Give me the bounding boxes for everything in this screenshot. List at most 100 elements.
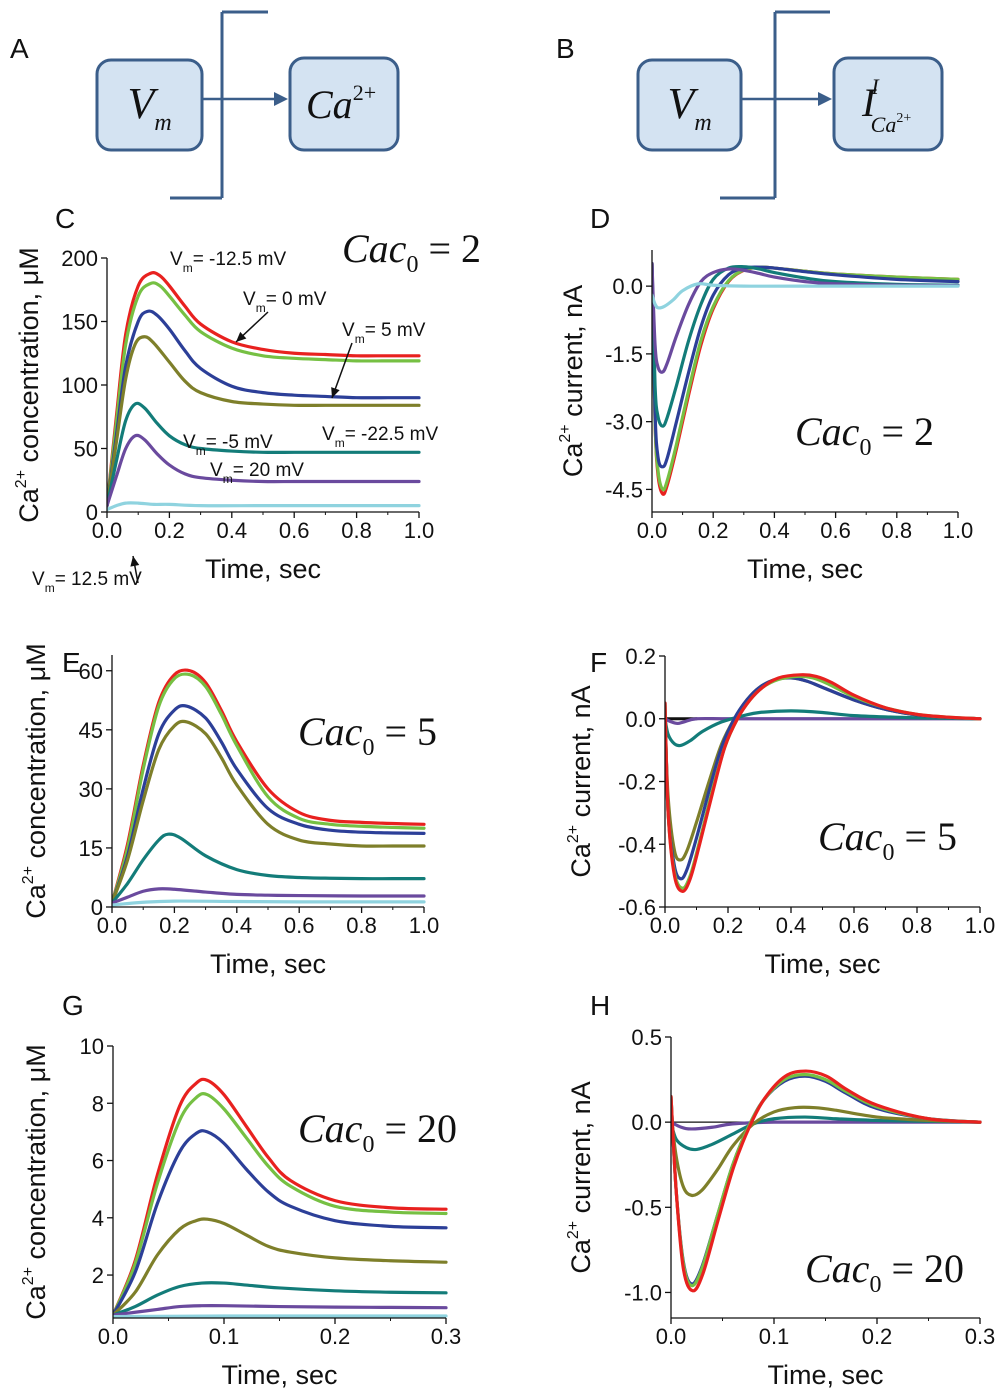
series-line-red [107, 271, 421, 508]
series-line-red [665, 673, 982, 893]
x-tick-label: 0.6 [820, 518, 851, 543]
annotation-arrow-head-icon [236, 331, 247, 342]
y-tick-label: 10 [80, 1034, 104, 1059]
arrow-head-icon [818, 92, 832, 106]
y-tick-label: 8 [92, 1091, 104, 1116]
x-tick-label: 0.0 [637, 518, 668, 543]
vm-annotation: Vm= -22.5 mV [322, 424, 438, 450]
series-line-purple [107, 433, 421, 508]
chart-d: D 0.0 0.2 0.4 0.6 0.8 1.0 0.0 -1.5 -3.0 -4.5 Time, … [557, 203, 973, 584]
panel-label-c: C [55, 203, 75, 234]
y-tick-label: -0.2 [618, 770, 656, 795]
series-line-cyan [112, 899, 426, 907]
x-tick-label: 0.2 [862, 1324, 893, 1349]
y-tick-label: -1.5 [605, 342, 643, 367]
chart-c: C 0.0 0.2 0.4 0.6 0.8 1.0 0 50 100 150 200 Time, sec… [13, 203, 481, 595]
y-tick-label: 0.5 [631, 1025, 662, 1050]
x-tick-label: 1.0 [404, 518, 435, 543]
annotation-arrow-head-icon [331, 387, 340, 398]
vm-annotation: Vm= 12.5 mV [32, 569, 142, 595]
x-tick-label: 0.6 [284, 913, 315, 938]
series-line-green [652, 261, 960, 492]
x-tick-label: 0.2 [713, 913, 744, 938]
y-tick-label: 15 [79, 836, 103, 861]
series-line-purple [671, 1120, 982, 1131]
x-tick-label: 0.4 [776, 913, 807, 938]
x-tick-label: 0.0 [97, 913, 128, 938]
series-line-green [112, 672, 426, 905]
output-label: II Ca2+ [861, 74, 911, 137]
series-line-blue [113, 1129, 448, 1317]
panel-label-h: H [590, 990, 610, 1021]
x-tick-label: 0.3 [431, 1324, 462, 1349]
cac-label: Cac0 = 2 [342, 226, 481, 278]
panel-label-f: F [590, 647, 607, 678]
output-box [832, 56, 944, 152]
y-tick-label: -0.5 [624, 1195, 662, 1220]
series-line-teal [113, 1281, 448, 1317]
series-group [113, 1077, 448, 1319]
series-group [652, 261, 960, 496]
series-line-purple [112, 887, 426, 905]
x-tick-label: 0.8 [341, 518, 372, 543]
y-tick-label: 0 [91, 895, 103, 920]
x-tick-label: 0.8 [346, 913, 377, 938]
x-tick-label: 0.2 [698, 518, 729, 543]
series-line-green [107, 281, 421, 508]
series-line-olive [112, 719, 426, 905]
series-line-cyan [113, 1314, 448, 1319]
y-tick-label: 200 [61, 246, 98, 271]
x-tick-label: 0.8 [902, 913, 933, 938]
y-axis-label: Ca2+ concentration, μM [13, 247, 44, 522]
x-tick-label: 0.1 [209, 1324, 240, 1349]
x-tick-label: 0.6 [839, 913, 870, 938]
y-tick-label: 0 [86, 500, 98, 525]
y-tick-label: 100 [61, 373, 98, 398]
x-tick-label: 0.0 [656, 1324, 687, 1349]
x-tick-label: 1.0 [943, 518, 974, 543]
x-tick-label: 0.1 [759, 1324, 790, 1349]
series-line-red [652, 261, 960, 496]
panel-label-a: A [10, 33, 29, 64]
annotation-arrow-head-icon [130, 556, 140, 567]
output-label: Ca2+ [306, 80, 376, 127]
chart-g: G 0.0 0.1 0.2 0.3 2 4 6 8 10 Time, sec Ca2+ concent… [20, 990, 461, 1390]
y-tick-label: 0.0 [612, 274, 643, 299]
y-axis-label: Ca2+ concentration, μM [20, 1044, 51, 1319]
x-tick-label: 1.0 [409, 913, 440, 938]
panel-label-g: G [62, 990, 84, 1021]
y-axis-label: Ca2+ concentration, μM [20, 643, 51, 918]
cac-label: Cac0 = 20 [298, 1106, 457, 1158]
chart-e: E 0.0 0.2 0.4 0.6 0.8 1.0 0 15 30 45 60 Time, sec Ca2… [20, 643, 439, 979]
arrow-head-icon [274, 92, 288, 106]
vm-annotation: Vm= -5 mV [183, 432, 273, 458]
x-axis-label: Time, sec [747, 554, 863, 584]
x-tick-label: 0.4 [217, 518, 248, 543]
vm-annotation: Vm= 20 mV [210, 460, 304, 486]
y-tick-label: -0.4 [618, 832, 656, 857]
y-tick-label: 0.0 [625, 707, 656, 732]
input-label: Vm [128, 79, 172, 136]
cac-label: Cac0 = 20 [805, 1246, 964, 1298]
series-line-purple [113, 1303, 448, 1317]
diagram-a: A Vm Ca2+ [10, 10, 400, 200]
x-tick-label: 0.0 [98, 1324, 129, 1349]
y-axis-label: Ca2+ current, nA [565, 685, 596, 877]
x-tick-label: 0.6 [279, 518, 310, 543]
series-line-red [671, 1069, 982, 1293]
x-tick-label: 0.2 [320, 1324, 351, 1349]
vm-annotation: Vm= 0 mV [243, 289, 327, 315]
series-group [665, 673, 982, 893]
x-axis-label: Time, sec [205, 554, 321, 584]
x-tick-label: 0.4 [222, 913, 253, 938]
series-line-blue [107, 309, 421, 508]
series-line-purple [665, 716, 982, 726]
series-line-blue [652, 261, 960, 469]
series-line-blue [112, 704, 426, 905]
cac-label: Cac0 = 5 [298, 709, 437, 761]
series-line-cyan [107, 501, 421, 512]
panel-label-d: D [590, 203, 610, 234]
chart-f: F 0.0 0.2 0.4 0.6 0.8 1.0 0.2 0.0 -0.2 -0.4 -0.6 Tim… [565, 644, 995, 979]
y-tick-label: 50 [74, 437, 98, 462]
